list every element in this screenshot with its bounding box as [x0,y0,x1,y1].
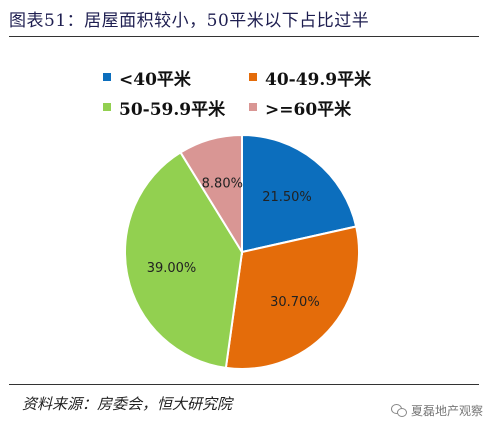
chart-legend: <40平米 40-49.9平米 50-59.9平米 >=60平米 [103,62,443,122]
legend-swatch-lt40 [103,73,111,81]
pie-slice-lt40 [241,133,358,254]
slice-label-ge60: 8.80% [202,177,243,192]
pie-slice-40-49 [224,225,360,370]
source-rule [9,384,479,385]
legend-item-50-59: 50-59.9平米 [103,95,249,120]
legend-label-ge60: >=60平米 [265,99,352,120]
wechat-icon [390,404,407,417]
title-rule [9,36,479,37]
legend-label-50-59: 50-59.9平米 [119,99,226,120]
legend-label-40-49: 40-49.9平米 [265,69,372,90]
watermark-text: 夏磊地产观察 [410,404,483,418]
pie-slices [124,133,360,370]
legend-item-ge60: >=60平米 [249,95,351,120]
legend-swatch-ge60 [249,103,257,111]
legend-row-1: <40平米 40-49.9平米 [103,62,443,92]
slice-label-50-59: 39.00% [147,261,197,276]
legend-row-2: 50-59.9平米 >=60平米 [103,92,443,122]
legend-item-40-49: 40-49.9平米 [249,65,371,90]
legend-label-lt40: <40平米 [119,69,191,90]
slice-label-40-49: 30.70% [270,295,320,310]
pie-labels: 21.50% 30.70% 39.00% 8.80% [147,177,320,310]
source-note: 资料来源：房委会，恒大研究院 [22,395,233,413]
legend-swatch-50-59 [103,103,111,111]
slice-label-lt40: 21.50% [262,190,312,205]
legend-item-lt40: <40平米 [103,65,249,90]
pie-slice-ge60 [179,133,243,256]
watermark: 夏磊地产观察 [390,402,483,419]
figure-title: 图表51：居屋面积较小，50平米以下占比过半 [9,11,370,31]
legend-swatch-40-49 [249,73,257,81]
